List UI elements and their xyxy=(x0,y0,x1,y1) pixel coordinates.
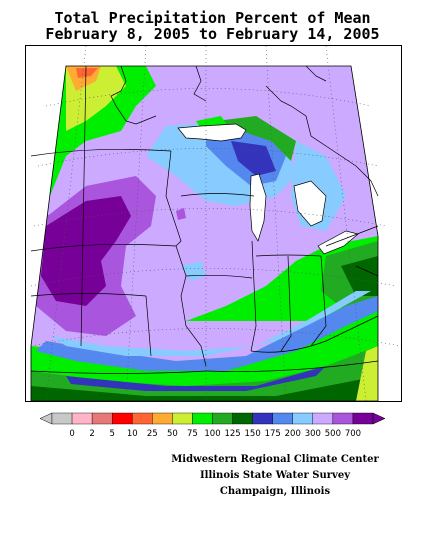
legend-swatch xyxy=(332,412,354,425)
legend-tick-label: 5 xyxy=(109,429,114,439)
legend-tick-label: 100 xyxy=(204,429,220,439)
legend-swatch xyxy=(91,412,113,425)
legend-tick-label: 175 xyxy=(265,429,281,439)
legend-swatch xyxy=(212,412,233,425)
legend-tick-label: 150 xyxy=(245,429,261,439)
precipitation-map xyxy=(25,45,402,402)
color-scale-legend: 0 2 5 10 25 50 75 100 125 150 175 200 300 500 700 xyxy=(40,412,385,442)
canada-coastline xyxy=(110,65,379,197)
map-title-line-1: Total Precipitation Percent of Mean xyxy=(54,9,371,27)
precipitation-map-svg xyxy=(26,46,401,401)
lake-huron xyxy=(293,180,327,227)
legend-swatch xyxy=(152,412,173,425)
legend-tick-label: 10 xyxy=(127,429,138,439)
legend-swatch xyxy=(272,412,293,425)
legend-swatch xyxy=(172,412,193,425)
lat-lon-grid xyxy=(30,46,401,401)
legend-tick-label: 500 xyxy=(325,429,341,439)
legend-tick-label: 75 xyxy=(187,429,198,439)
credit-line-1: Midwestern Regional Climate Center xyxy=(171,454,379,465)
color-scale-legend-svg: 0 2 5 10 25 50 75 100 125 150 175 200 300 500 700 xyxy=(40,412,385,439)
lake-erie xyxy=(317,230,359,255)
legend-arrow-high xyxy=(372,412,385,425)
legend-tick-label: 300 xyxy=(305,429,321,439)
legend-swatch xyxy=(252,412,273,425)
legend-swatch xyxy=(312,412,334,425)
legend-swatch xyxy=(292,412,314,425)
legend-arrow-low xyxy=(40,412,53,425)
legend-swatch xyxy=(132,412,153,425)
legend-swatch xyxy=(352,412,374,425)
legend-swatch xyxy=(232,412,253,425)
lake-superior xyxy=(177,123,247,142)
map-title-line-2: February 8, 2005 to February 14, 2005 xyxy=(45,25,380,43)
legend-tick-label: 125 xyxy=(224,429,240,439)
legend-tick-label: 700 xyxy=(345,429,361,439)
legend-swatch xyxy=(71,412,93,425)
credit-line-2: Illinois State Water Survey xyxy=(199,470,351,481)
legend-tick-label: 50 xyxy=(167,429,178,439)
credit-line-3: Champaign, Illinois xyxy=(219,486,331,497)
legend-swatch xyxy=(111,412,133,425)
legend-tick-label: 0 xyxy=(69,429,74,439)
legend-swatch xyxy=(51,412,73,425)
legend-tick-label: 2 xyxy=(89,429,94,439)
legend-tick-label: 200 xyxy=(285,429,301,439)
lake-michigan xyxy=(249,173,267,242)
legend-swatch xyxy=(192,412,213,425)
legend-tick-label: 25 xyxy=(147,429,158,439)
state-boundaries xyxy=(30,65,379,374)
